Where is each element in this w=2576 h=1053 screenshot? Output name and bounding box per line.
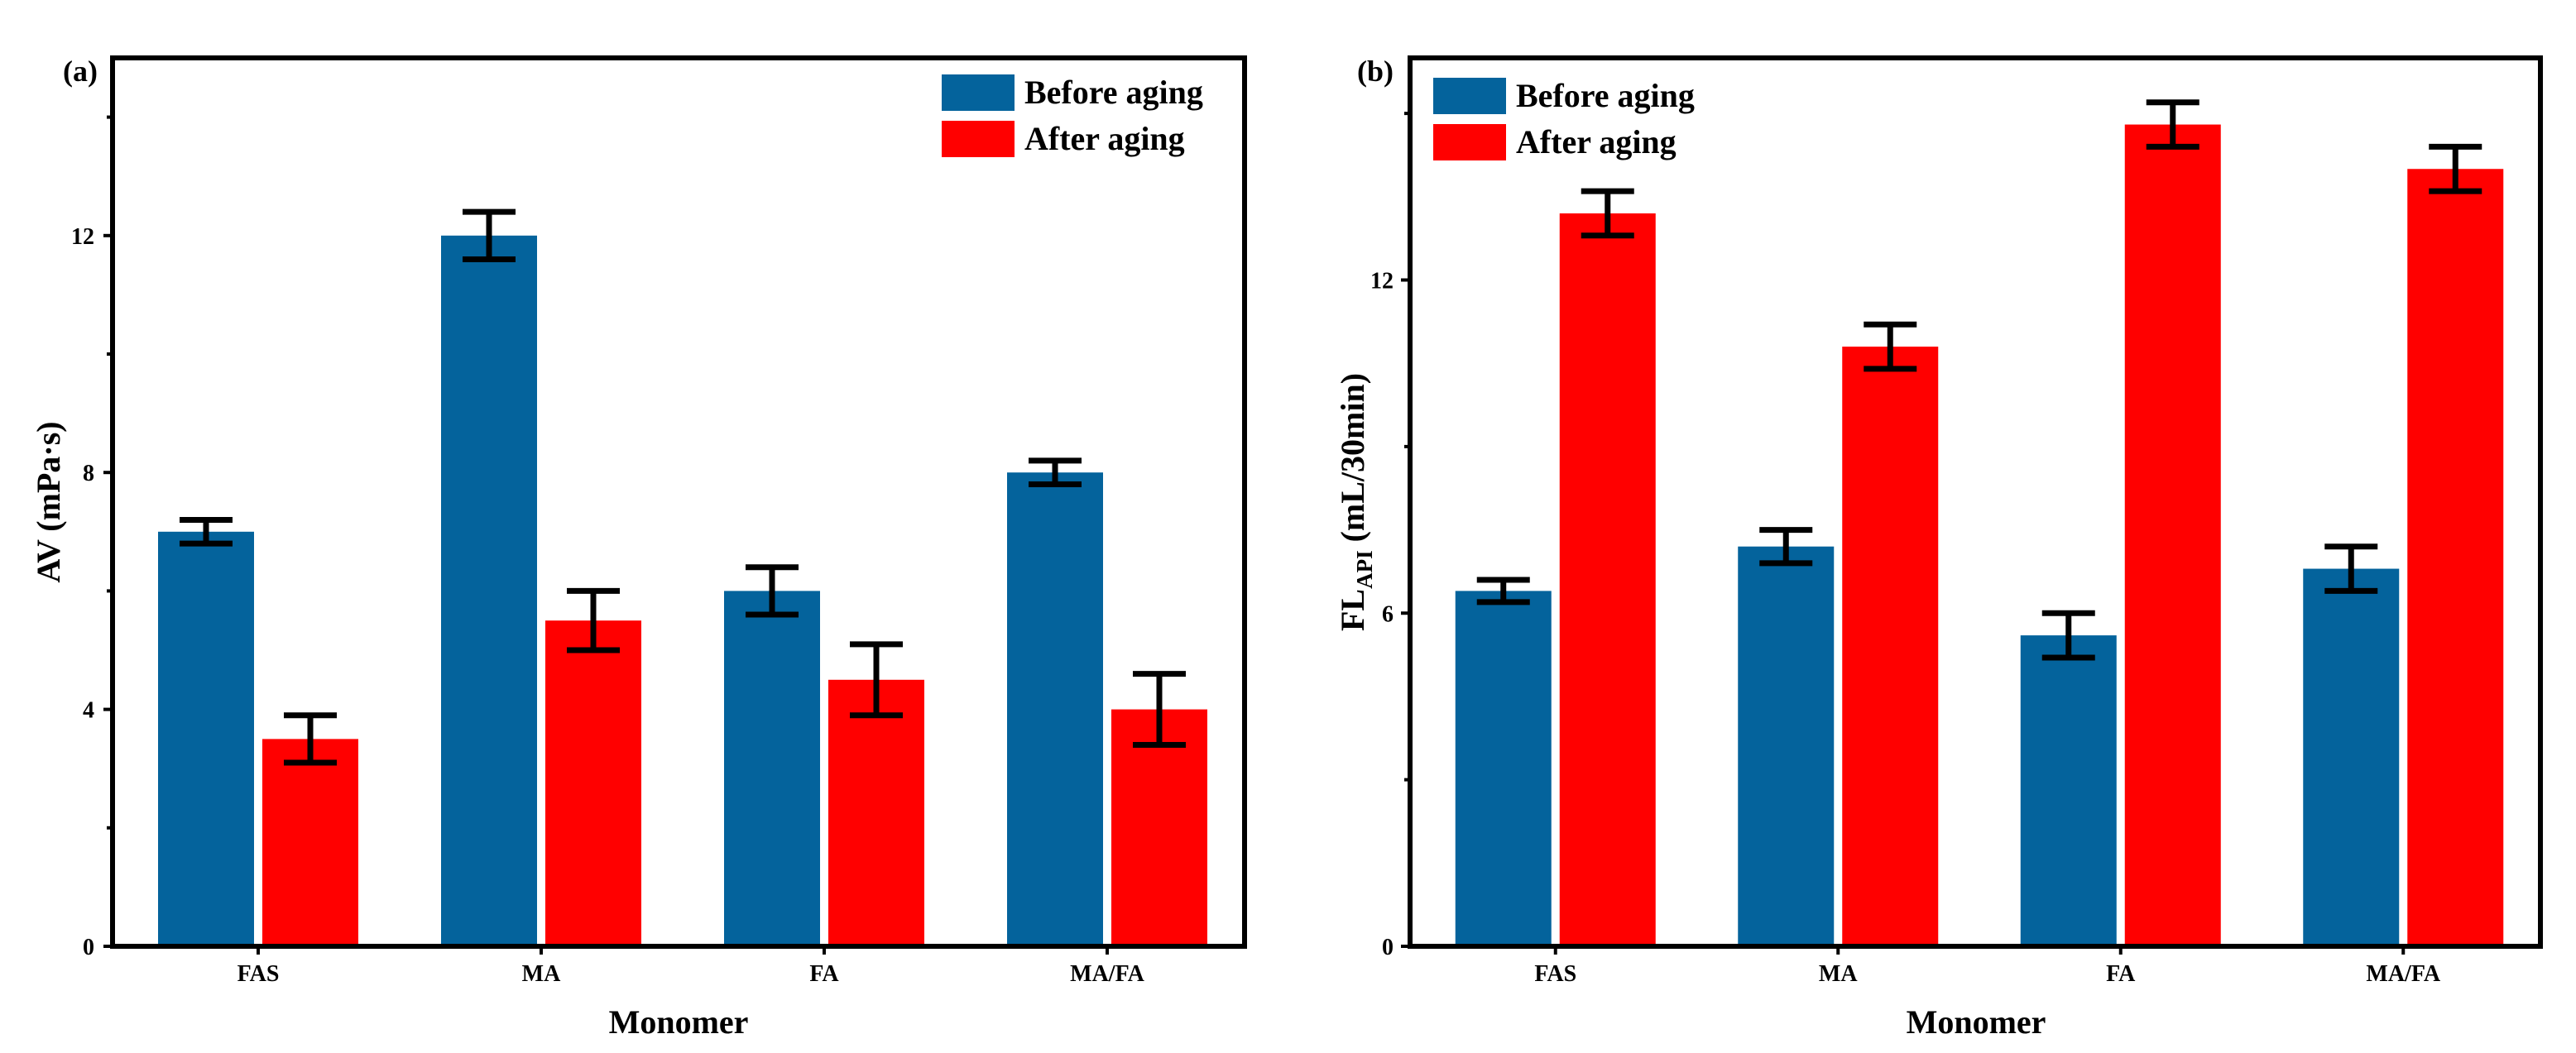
x-tick-label-fa: FA xyxy=(809,961,839,987)
bar-after-aging-ma xyxy=(545,620,641,946)
x-axis-label-b: Monomer xyxy=(1907,1003,2046,1041)
error-bar-after-aging-ma xyxy=(1864,321,1917,372)
y-axis-label-b: FLAPI (mL/30min) xyxy=(1334,373,1377,631)
legend-label-before-aging: Before aging xyxy=(1516,77,1695,114)
x-tick-label-fas: FAS xyxy=(1534,961,1576,987)
legend-a: Before aging After aging xyxy=(942,74,1203,157)
y-tick-label: 6 xyxy=(1382,601,1394,627)
bar-before-aging-fas xyxy=(158,531,254,946)
error-bar-before-aging-fas xyxy=(1476,577,1530,605)
bar-after-aging-fa xyxy=(828,679,924,946)
legend-b: Before aging After aging xyxy=(1433,77,1695,160)
x-tick-label-ma-fa: MA/FA xyxy=(1070,961,1144,987)
panel-label-b: (b) xyxy=(1357,55,1394,88)
legend-swatch-before-aging xyxy=(942,74,1015,111)
error-bar-before-aging-fa xyxy=(746,564,799,618)
chart-panel-b: FAS MA FA MA/FA 0 6 12 (b) Monomer FLAPI (mL/30… xyxy=(1334,55,2543,1041)
x-tick-label-ma: MA xyxy=(1819,961,1858,987)
x-tick-label-fas: FAS xyxy=(237,961,280,987)
error-bar-after-aging-fa xyxy=(850,641,903,719)
y-tick-label: 12 xyxy=(1370,269,1394,294)
error-bar-after-aging-ma-fa xyxy=(1133,671,1186,749)
bar-after-aging-ma-fa xyxy=(1111,709,1207,946)
y-axis-label-a: AV (mPa·s) xyxy=(30,421,67,582)
legend-swatch-before-aging xyxy=(1433,78,1506,114)
error-bar-after-aging-ma xyxy=(567,587,620,653)
legend-swatch-after-aging xyxy=(942,121,1015,157)
error-bar-before-aging-ma xyxy=(1759,527,1813,567)
error-bar-after-aging-fas xyxy=(284,712,337,766)
y-axis-label-main: FL xyxy=(1334,589,1371,631)
chart-panel-a: FAS MA FA MA/FA 0 4 8 12 (a) Monomer AV (mPa·s)… xyxy=(30,55,1247,1041)
legend-swatch-after-aging xyxy=(1433,124,1506,160)
error-bar-before-aging-fas xyxy=(180,516,233,547)
plot-area-b xyxy=(1455,99,2504,947)
error-bar-before-aging-ma xyxy=(463,208,516,262)
y-axis-label-units: (mL/30min) xyxy=(1334,373,1371,542)
x-axis-label-a: Monomer xyxy=(609,1003,749,1041)
axes-frame-a xyxy=(110,55,1247,949)
bar-before-aging-fa xyxy=(724,591,820,946)
bar-before-aging-ma-fa xyxy=(2303,568,2400,946)
y-tick-label: 8 xyxy=(83,461,94,486)
bar-after-aging-fas xyxy=(1559,213,1656,946)
error-bar-before-aging-ma-fa xyxy=(2324,543,2378,594)
x-tick-label-ma-fa: MA/FA xyxy=(2366,961,2440,987)
axis-ticks-a: FAS MA FA MA/FA 0 4 8 12 xyxy=(71,115,1145,987)
error-bar-after-aging-fas xyxy=(1581,188,1634,239)
bar-before-aging-ma-fa xyxy=(1007,472,1103,946)
legend-label-after-aging: After aging xyxy=(1024,120,1185,157)
y-tick-label: 12 xyxy=(71,224,94,250)
bar-after-aging-fas xyxy=(262,739,358,946)
bar-after-aging-fa xyxy=(2124,124,2221,947)
y-tick-label: 0 xyxy=(83,935,94,960)
bar-before-aging-fa xyxy=(2020,635,2117,946)
x-tick-label-fa: FA xyxy=(2106,961,2136,987)
plot-area-a xyxy=(158,208,1207,946)
bar-before-aging-ma xyxy=(1738,546,1835,946)
legend-label-before-aging: Before aging xyxy=(1024,74,1203,111)
bar-after-aging-ma xyxy=(1842,347,1939,946)
bar-before-aging-ma xyxy=(441,235,537,946)
error-bar-before-aging-ma-fa xyxy=(1029,457,1082,488)
axes-frame-b xyxy=(1408,55,2543,949)
x-tick-label-ma: MA xyxy=(522,961,561,987)
y-tick-label: 0 xyxy=(1382,935,1394,960)
y-axis-label-subscript: API xyxy=(1352,550,1377,589)
bar-after-aging-ma-fa xyxy=(2407,169,2504,946)
error-bar-after-aging-fa xyxy=(2146,99,2199,150)
panel-label-a: (a) xyxy=(63,55,98,88)
bar-before-aging-fas xyxy=(1455,591,1552,946)
error-bar-before-aging-fa xyxy=(2041,610,2095,661)
error-bar-after-aging-ma-fa xyxy=(2429,143,2482,194)
legend-label-after-aging: After aging xyxy=(1516,123,1677,160)
axis-ticks-b: FAS MA FA MA/FA 0 6 12 xyxy=(1370,112,2441,987)
y-tick-label: 4 xyxy=(83,698,94,724)
